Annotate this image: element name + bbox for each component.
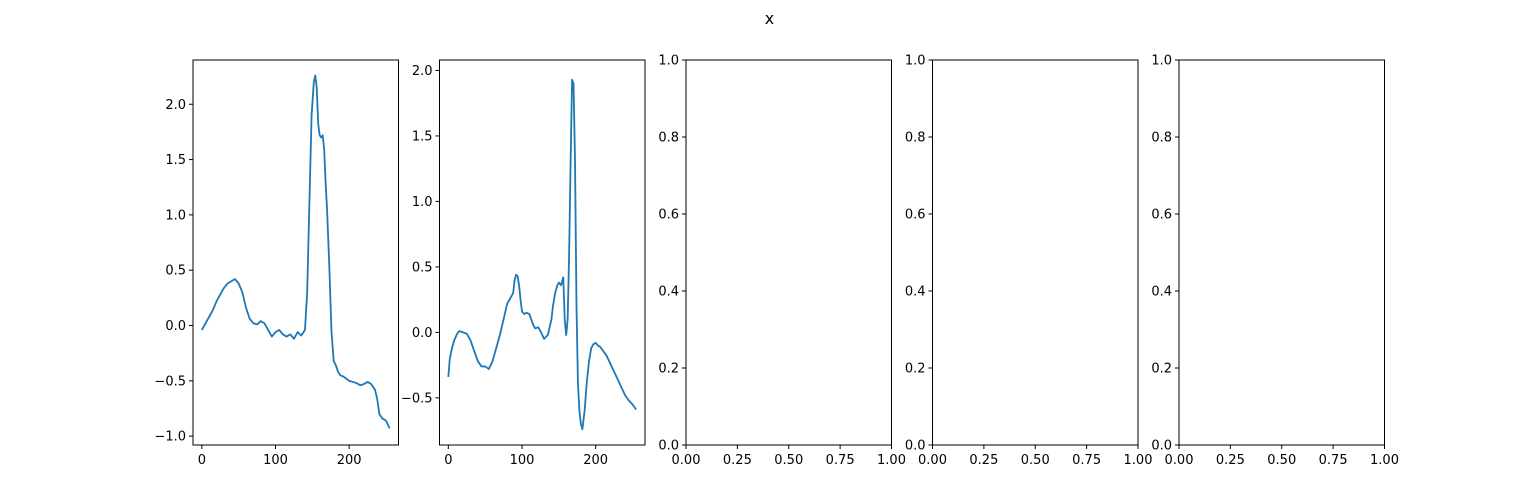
y-tick-label: 1.0	[165, 208, 186, 223]
y-tick-label: 1.5	[165, 153, 186, 168]
y-tick-label: 1.0	[412, 195, 433, 210]
y-tick-label: 0.8	[1151, 131, 1172, 146]
y-tick-label: 0.4	[658, 285, 679, 300]
y-tick-label: 2.0	[412, 64, 433, 79]
x-tick-label: 1.00	[1370, 453, 1399, 468]
y-tick-label: 0.5	[165, 264, 186, 279]
y-tick-label: −0.5	[154, 374, 186, 389]
axes-5: 0.00 0.25 0.50 0.75 1.00 0.0 0.2 0.4 0.6 0.8 1.0	[1151, 54, 1399, 469]
y-tick-label: 0.6	[1151, 208, 1172, 223]
y-tick-label: 1.0	[1151, 54, 1172, 69]
axes-frame	[439, 59, 646, 446]
y-tick-label: −1.0	[154, 430, 186, 445]
x-tick-label: 0.75	[826, 453, 855, 468]
y-tick-label: 2.0	[165, 98, 186, 113]
y-tick-label: 0.0	[905, 439, 926, 454]
y-tick-label: 0.4	[1151, 285, 1172, 300]
x-tick-label: 0	[198, 453, 206, 468]
y-tick-label: 0.2	[905, 362, 926, 377]
y-tick-label: 0.0	[1151, 439, 1172, 454]
y-tick-label: 0.0	[412, 326, 433, 341]
y-tick-label: 0.4	[905, 285, 926, 300]
x-tick-label: 0.25	[723, 453, 752, 468]
y-tick-label: 0.0	[165, 319, 186, 334]
y-tick-label: 0.2	[658, 362, 679, 377]
x-tick-label: 0.00	[1165, 453, 1194, 468]
axes-frame	[192, 59, 399, 446]
x-tick-label: 0.50	[1267, 453, 1296, 468]
y-tick-label: 0.5	[412, 260, 433, 275]
x-tick-label: 0.50	[774, 453, 803, 468]
x-tick-label: 100	[510, 453, 535, 468]
x-tick-label: 1.00	[1124, 453, 1153, 468]
axes-3: 0.00 0.25 0.50 0.75 1.00 0.0 0.2 0.4 0.6 0.8 1.0	[658, 54, 906, 469]
axes-4: 0.00 0.25 0.50 0.75 1.00 0.0 0.2 0.4 0.6 0.8 1.0	[905, 54, 1153, 469]
x-tick-label: 200	[337, 453, 362, 468]
y-tick-label: −0.5	[401, 391, 433, 406]
x-tick-label: 0.75	[1072, 453, 1101, 468]
x-tick-label: 0.25	[969, 453, 998, 468]
y-tick-label: 1.0	[658, 54, 679, 69]
y-tick-label: 1.0	[905, 54, 926, 69]
x-tick-label: 0.50	[1021, 453, 1050, 468]
y-tick-label: 1.5	[412, 129, 433, 144]
x-tick-label: 100	[263, 453, 288, 468]
x-tick-label: 0	[444, 453, 452, 468]
axes-2: 0 100 200 −0.5 0.0 0.5 1.0 1.5 2.0	[401, 59, 646, 468]
x-tick-label: 1.00	[877, 453, 906, 468]
x-tick-label: 0.00	[918, 453, 947, 468]
figure-title: x	[765, 9, 774, 28]
x-tick-label: 0.25	[1216, 453, 1245, 468]
y-tick-label: 0.8	[905, 131, 926, 146]
y-tick-label: 0.8	[658, 131, 679, 146]
x-tick-label: 0.00	[672, 453, 701, 468]
y-tick-label: 0.2	[1151, 362, 1172, 377]
x-tick-label: 200	[583, 453, 608, 468]
y-tick-label: 0.0	[658, 439, 679, 454]
series-line	[201, 74, 391, 429]
axes-1: 0 100 200 −1.0 −0.5 0.0 0.5 1.0 1.5 2.0	[154, 59, 399, 468]
x-tick-label: 0.75	[1319, 453, 1348, 468]
y-tick-label: 0.6	[658, 208, 679, 223]
y-tick-label: 0.6	[905, 208, 926, 223]
series-line	[447, 78, 637, 431]
